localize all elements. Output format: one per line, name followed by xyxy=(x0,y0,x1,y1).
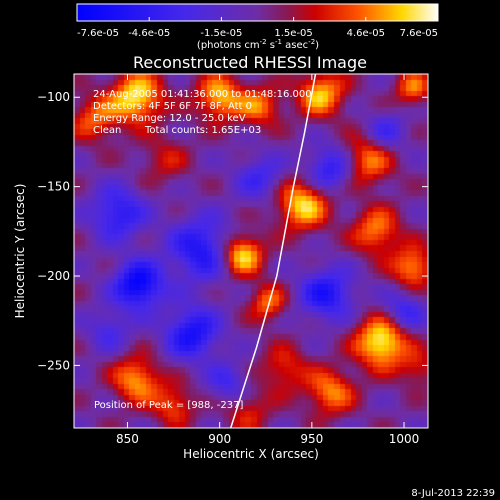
x-tick-label: 900 xyxy=(208,432,231,446)
x-axis-label: Heliocentric X (arcsec) xyxy=(183,447,319,461)
y-axis-label: Heliocentric Y (arcsec) xyxy=(13,184,27,319)
plot-area: 850 900 950 1000 −100 −150 −200 −250 24-Aug-20… xyxy=(37,73,429,446)
x-axis-ticks xyxy=(126,74,405,428)
plot-frame xyxy=(73,73,429,429)
colorbar-gradient xyxy=(76,3,439,22)
colorbar-tick-label: 4.6e-05 xyxy=(347,28,385,39)
colorbar-tick-label: 1.5e-05 xyxy=(274,28,312,39)
colorbar-tick-label: -4.6e-05 xyxy=(128,28,170,39)
colorbar-tick-label: 7.6e-05 xyxy=(400,28,438,39)
x-tick-label: 1000 xyxy=(389,432,420,446)
x-tick-label: 950 xyxy=(300,432,323,446)
solar-limb-line xyxy=(229,73,317,429)
y-tick-label: −250 xyxy=(37,358,70,372)
x-tick-label: 850 xyxy=(116,432,139,446)
annotation-position-of-peak: Position of Peak = [988, -237] xyxy=(94,400,243,411)
y-tick-label: −200 xyxy=(37,269,70,283)
annotation-clean: Clean xyxy=(93,125,121,136)
colorbar: -7.6e-05 -4.6e-05 -1.5e-05 1.5e-05 4.6e-05 7.… xyxy=(76,3,439,51)
annotation-total-counts: Total counts: 1.65E+03 xyxy=(144,125,261,136)
colorbar-tick-labels: -7.6e-05 -4.6e-05 -1.5e-05 1.5e-05 4.6e-05 7.… xyxy=(77,28,438,39)
y-tick-label: −100 xyxy=(37,90,70,104)
colorbar-tick-label: -1.5e-05 xyxy=(200,28,242,39)
y-axis-ticks xyxy=(74,96,428,366)
annotation-energy-range: Energy Range: 12.0 - 25.0 keV xyxy=(93,113,246,124)
plot-timestamp: 8-Jul-2013 22:39 xyxy=(411,488,495,499)
colorbar-tick-label: -7.6e-05 xyxy=(77,28,119,39)
colorbar-ticks xyxy=(76,17,439,21)
heatmap-image xyxy=(74,74,428,428)
x-axis-tick-labels: 850 900 950 1000 xyxy=(116,432,419,446)
annotation-detectors: Detectors: 4F 5F 6F 7F 8F, Att 0 xyxy=(93,101,252,112)
annotation-time-range: 24-Aug-2005 01:41:36.000 to 01:48:16.000 xyxy=(93,89,312,100)
y-tick-label: −150 xyxy=(37,180,70,194)
chart-title: Reconstructed RHESSI Image xyxy=(133,53,367,72)
y-axis-tick-labels: −100 −150 −200 −250 xyxy=(37,90,70,372)
colorbar-units: (photons cm-2 s-1 asec-2) xyxy=(197,38,319,51)
